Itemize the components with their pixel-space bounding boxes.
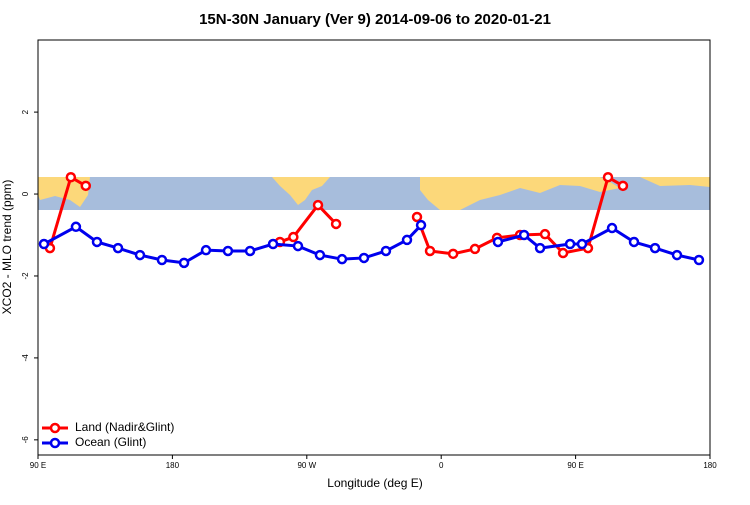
chart-title: 15N-30N January (Ver 9) 2014-09-06 to 20… — [199, 11, 551, 28]
data-point — [330, 218, 342, 230]
y-tick-label: -4 — [21, 354, 30, 362]
data-point — [424, 245, 436, 257]
x-tick-label: 90 E — [567, 461, 583, 470]
x-axis-label: Longitude (deg E) — [327, 476, 422, 490]
data-point — [617, 180, 629, 192]
legend-marker — [49, 437, 61, 449]
x-tick-label: 90 W — [297, 461, 316, 470]
data-point — [380, 245, 392, 257]
data-point — [534, 242, 546, 254]
data-point — [134, 249, 146, 261]
data-point — [693, 254, 705, 266]
data-point — [602, 171, 614, 183]
data-point — [358, 252, 370, 264]
data-point — [288, 231, 299, 243]
y-axis-label: XCO2 - MLO trend (ppm) — [0, 180, 14, 315]
data-point — [65, 171, 77, 183]
y-tick-label: 2 — [21, 109, 30, 114]
data-point — [518, 229, 530, 241]
data-point — [606, 222, 618, 234]
data-point — [91, 236, 103, 248]
data-point — [336, 253, 348, 265]
y-tick-label: -2 — [21, 272, 30, 280]
data-point — [671, 249, 683, 261]
data-point — [557, 247, 569, 259]
data-point — [492, 236, 504, 248]
data-point — [564, 238, 576, 250]
legend-label: Land (Nadir&Glint) — [75, 420, 174, 434]
data-point — [244, 245, 256, 257]
data-point — [447, 248, 459, 260]
data-point — [178, 257, 190, 269]
x-tick-label: 180 — [166, 461, 180, 470]
series-line — [279, 202, 338, 244]
data-point — [156, 254, 168, 266]
x-tick-label: 180 — [703, 461, 717, 470]
y-tick-label: -6 — [21, 436, 30, 444]
data-point — [200, 244, 212, 256]
data-point — [415, 219, 427, 231]
x-tick-label: 90 E — [30, 461, 46, 470]
data-point — [314, 249, 326, 261]
data-point — [70, 221, 82, 233]
legend-label: Ocean (Glint) — [75, 435, 146, 449]
data-point — [292, 240, 304, 252]
data-point — [312, 199, 324, 211]
data-point — [38, 238, 50, 250]
data-point — [576, 238, 588, 250]
data-point — [267, 238, 279, 250]
data-point — [539, 228, 551, 240]
data-point — [411, 211, 423, 223]
plot-frame — [37, 39, 711, 456]
data-point — [112, 242, 124, 254]
data-point — [649, 242, 661, 254]
legend-marker — [49, 422, 61, 434]
data-point — [628, 236, 640, 248]
series-line — [497, 226, 700, 262]
map-band — [38, 177, 710, 210]
x-tick-label: 0 — [439, 461, 444, 470]
data-point — [469, 243, 481, 255]
data-point — [222, 245, 234, 257]
data-point — [80, 180, 92, 192]
data-point — [401, 234, 413, 246]
y-tick-label: 0 — [21, 191, 30, 196]
